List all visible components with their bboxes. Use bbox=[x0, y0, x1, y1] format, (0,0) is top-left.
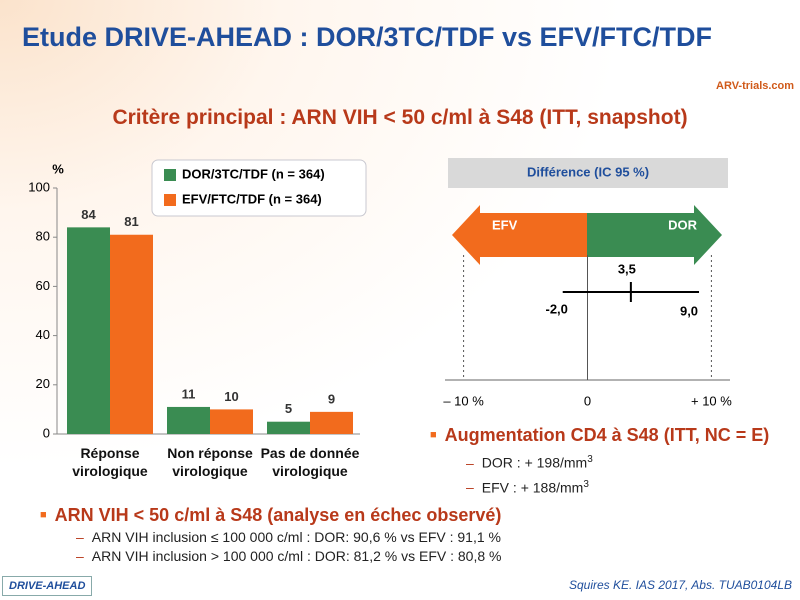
legend-swatch bbox=[164, 194, 176, 206]
x-tick-label: + 10 % bbox=[691, 393, 732, 408]
arrow-right-label: DOR bbox=[668, 217, 698, 232]
observed-item: ARN VIH inclusion > 100 000 c/ml : DOR: … bbox=[76, 548, 502, 564]
ci-lower-label: -2,0 bbox=[546, 301, 568, 316]
cd4-item: DOR : + 198/mm3 bbox=[466, 454, 769, 471]
x-tick-label: Réponse virologique bbox=[72, 445, 148, 479]
y-tick-label: 60 bbox=[36, 278, 50, 293]
bar bbox=[110, 234, 153, 434]
data-label: 9 bbox=[328, 391, 335, 406]
x-tick-label: Non réponse virologique bbox=[167, 445, 253, 479]
cd4-item-text: EFV : + 188/mm bbox=[481, 479, 584, 496]
y-tick-label: 100 bbox=[28, 179, 50, 194]
bar bbox=[310, 411, 353, 434]
y-tick-label: 0 bbox=[43, 425, 50, 440]
arrow-left bbox=[452, 205, 587, 265]
data-label: 10 bbox=[224, 389, 238, 404]
cd4-item-text: DOR : + 198/mm bbox=[481, 454, 588, 471]
y-tick-label: 20 bbox=[36, 376, 50, 391]
study-tag: DRIVE-AHEAD bbox=[2, 576, 93, 596]
estimate-label: 3,5 bbox=[618, 261, 636, 276]
ci-upper-label: 9,0 bbox=[680, 303, 698, 318]
citation: Squires KE. IAS 2017, Abs. TUAB0104LB bbox=[568, 578, 792, 592]
arrow-right bbox=[587, 205, 722, 265]
cd4-block: Augmentation CD4 à S48 (ITT, NC = E) DOR… bbox=[430, 425, 770, 496]
legend-label: DOR/3TC/TDF (n = 364) bbox=[182, 166, 325, 181]
arrow-left-label: EFV bbox=[492, 217, 518, 232]
bar bbox=[167, 406, 210, 434]
bar bbox=[267, 421, 310, 434]
subtitle: Critère principal : ARN VIH < 50 c/ml à … bbox=[112, 106, 688, 129]
x-tick-label: Pas de donnée virologique bbox=[260, 445, 360, 479]
cd4-item-sup: 3 bbox=[587, 454, 593, 465]
observed-block: ARN VIH < 50 c/ml à S48 (analyse en éche… bbox=[40, 505, 502, 564]
data-label: 5 bbox=[285, 401, 292, 416]
y-tick-label: 40 bbox=[36, 327, 50, 342]
y-axis-label: % bbox=[52, 161, 64, 176]
forest-title: Différence (IC 95 %) bbox=[527, 164, 649, 179]
legend-label: EFV/FTC/TDF (n = 364) bbox=[182, 191, 322, 206]
observed-heading: ARN VIH < 50 c/ml à S48 (analyse en éche… bbox=[40, 505, 502, 526]
observed-item: ARN VIH inclusion ≤ 100 000 c/ml : DOR: … bbox=[76, 529, 501, 545]
data-label: 11 bbox=[182, 386, 196, 401]
legend-box bbox=[151, 159, 367, 217]
y-tick-label: 80 bbox=[36, 229, 50, 244]
bar bbox=[210, 409, 253, 434]
logo: ARV-trials.com bbox=[716, 80, 795, 92]
x-tick-label: – 10 % bbox=[443, 393, 484, 408]
data-label: 81 bbox=[124, 214, 138, 229]
slide-title: Etude DRIVE-AHEAD : DOR/3TC/TDF vs EFV/F… bbox=[22, 22, 713, 52]
cd4-heading: Augmentation CD4 à S48 (ITT, NC = E) bbox=[430, 425, 770, 446]
forest-title-box bbox=[448, 158, 728, 188]
cd4-item: EFV : + 188/mm3 bbox=[466, 479, 769, 496]
x-tick-label: 0 bbox=[584, 393, 591, 408]
cd4-item-sup: 3 bbox=[583, 478, 589, 490]
bar bbox=[67, 227, 110, 434]
data-label: 84 bbox=[81, 207, 96, 222]
legend-swatch bbox=[164, 169, 176, 181]
